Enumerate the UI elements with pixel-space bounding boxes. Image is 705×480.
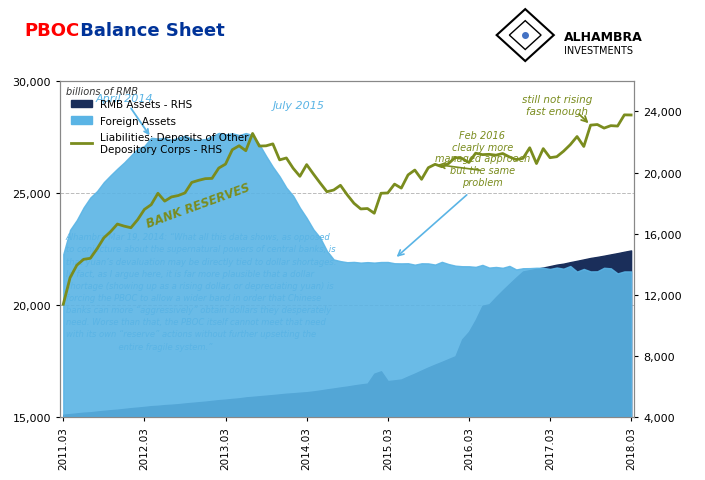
Text: April 2014: April 2014 bbox=[95, 94, 153, 134]
Text: billions of RMB: billions of RMB bbox=[66, 86, 137, 96]
Text: Alhambra Mar 19, 2014: “What all this data shows, as opposed
to conjecture about: Alhambra Mar 19, 2014: “What all this da… bbox=[66, 233, 336, 351]
Text: ALHAMBRA: ALHAMBRA bbox=[564, 31, 643, 44]
Text: PBOC: PBOC bbox=[25, 22, 80, 39]
Text: July 2015: July 2015 bbox=[273, 101, 325, 111]
Text: still not rising
fast enough: still not rising fast enough bbox=[522, 95, 592, 117]
Text: Balance Sheet: Balance Sheet bbox=[74, 22, 225, 39]
Legend: RMB Assets - RHS, Foreign Assets, Liabilities: Deposits of Other
Depository Corp: RMB Assets - RHS, Foreign Assets, Liabil… bbox=[71, 100, 249, 154]
Text: INVESTMENTS: INVESTMENTS bbox=[564, 46, 633, 56]
Text: Feb 2016
clearly more
managed approach
but the same
problem: Feb 2016 clearly more managed approach b… bbox=[435, 131, 530, 187]
Text: BANK RESERVES: BANK RESERVES bbox=[145, 180, 252, 230]
